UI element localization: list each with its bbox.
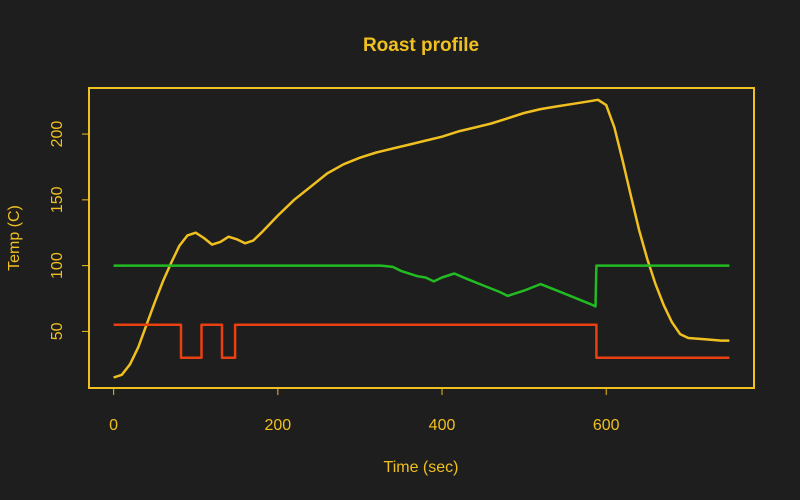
chart-title: Roast profile bbox=[363, 35, 479, 56]
y-tick-label: 150 bbox=[49, 186, 66, 213]
x-tick-label: 200 bbox=[264, 417, 291, 434]
x-tick-label: 600 bbox=[593, 417, 620, 434]
series-line bbox=[113, 323, 730, 359]
plot-frame bbox=[88, 87, 755, 389]
x-axis-label: Time (sec) bbox=[384, 459, 459, 476]
y-tick-label: 50 bbox=[49, 322, 66, 340]
y-axis-label: Temp (C) bbox=[6, 205, 23, 271]
series-line bbox=[113, 264, 730, 308]
y-tick-label: 100 bbox=[49, 252, 66, 279]
x-tick-label: 0 bbox=[109, 417, 118, 434]
series-line bbox=[113, 98, 730, 379]
y-tick-label: 200 bbox=[49, 121, 66, 148]
x-tick-label: 400 bbox=[429, 417, 456, 434]
